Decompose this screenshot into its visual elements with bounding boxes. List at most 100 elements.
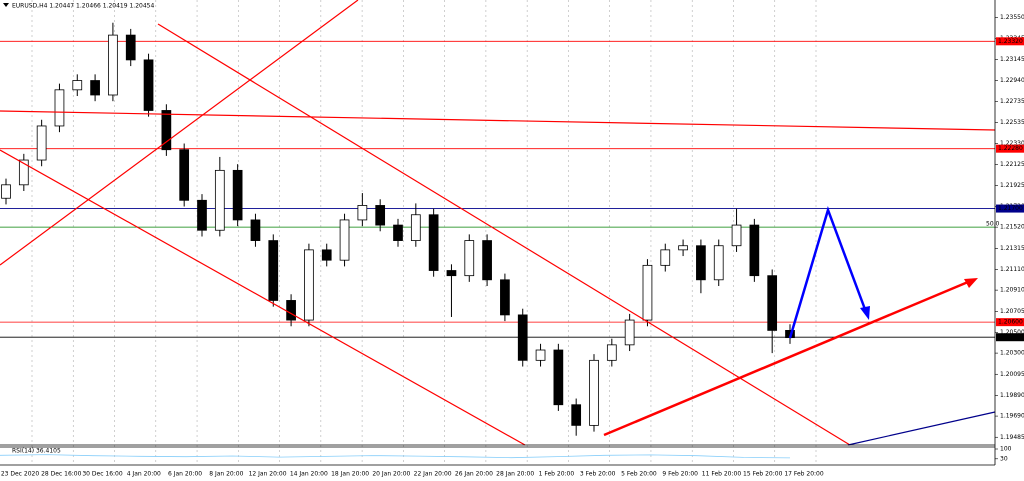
candle-body (286, 300, 296, 321)
level-label: 1.23320 (998, 38, 1023, 45)
candle-body (304, 249, 314, 321)
y-tick-label: 1.22535 (1000, 119, 1024, 126)
x-tick-label: 22 Jan 20:00 (414, 471, 452, 478)
candle-body (339, 219, 350, 261)
candle-body (660, 249, 671, 266)
fibo-label: 50.0 (986, 221, 1000, 228)
candle-body (749, 224, 760, 277)
level-label: 1.20454 (998, 334, 1023, 341)
flat-line (0, 110, 996, 131)
level-label: 1.21700 (998, 205, 1023, 212)
rsi-tick-label: 100 (1000, 446, 1012, 453)
y-tick-label: 1.21315 (1000, 245, 1024, 252)
x-tick-label: 4 Jan 20:00 (127, 471, 161, 478)
y-tick-label: 1.20910 (1000, 287, 1024, 294)
candle-body (375, 205, 386, 226)
y-tick-label: 1.20705 (1000, 308, 1024, 315)
level-label-box (996, 318, 1024, 327)
candle-body (143, 59, 154, 111)
candle-body (731, 224, 742, 247)
candle-body (179, 149, 190, 201)
x-tick-label: 18 Jan 20:00 (331, 471, 369, 478)
candle-body (72, 80, 83, 91)
candle-body (482, 240, 492, 281)
candle-body (357, 205, 368, 221)
trend-lines (0, 0, 996, 446)
x-tick-label: 14 Jan 20:00 (290, 471, 328, 478)
y-tick-label: 1.19485 (1000, 434, 1024, 441)
x-tick-label: 23 Dec 2020 (1, 471, 40, 478)
candle-body (678, 245, 688, 251)
x-tick-label: 5 Feb 20:00 (621, 471, 657, 478)
candle-body (90, 80, 100, 96)
candle-body (767, 275, 778, 331)
x-tick-label: 28 Jan 20:00 (496, 471, 534, 478)
chart-title: EURUSD,H4 1.20447 1.20466 1.20419 1.2045… (12, 3, 154, 10)
level-label-box (996, 204, 1024, 213)
candle-body (321, 249, 332, 261)
candle-body (446, 270, 457, 277)
candle-body (232, 169, 243, 221)
level-label: 1.20600 (998, 319, 1023, 326)
channel-upper (157, 23, 851, 446)
y-tick-label: 1.22125 (1000, 161, 1024, 168)
candle-body (428, 214, 439, 271)
x-tick-label: 6 Jan 20:00 (168, 471, 202, 478)
y-tick-label: 1.20500 (1000, 329, 1024, 336)
candles (1, 22, 795, 436)
red-arrow (603, 280, 969, 437)
candle-body (125, 34, 136, 61)
y-tick-label: 1.21520 (1000, 224, 1024, 231)
candle-body (410, 214, 421, 241)
x-tick-label: 1 Feb 20:00 (539, 471, 575, 478)
y-tick-label: 1.21925 (1000, 182, 1024, 189)
y-tick-label: 1.23550 (1000, 14, 1024, 21)
x-tick-label: 17 Feb 20:00 (784, 471, 824, 478)
level-label-box (996, 37, 1024, 46)
candle-body (517, 314, 528, 361)
level-label-box (996, 144, 1024, 153)
candle-body (268, 240, 279, 301)
red-arrowhead (964, 278, 978, 288)
x-tick-label: 15 Feb 20:00 (743, 471, 783, 478)
candle-body (36, 125, 47, 161)
y-tick-label: 1.23145 (1000, 56, 1024, 63)
candle-body (197, 199, 207, 231)
candle-body (18, 159, 29, 186)
rising-line (0, 0, 359, 266)
candle-body (250, 219, 261, 241)
candle-body (214, 169, 225, 231)
blue-arrowhead (860, 306, 870, 320)
y-tick-label: 1.20095 (1000, 371, 1024, 378)
candle-body (464, 240, 475, 277)
y-tick-label: 1.19890 (1000, 392, 1024, 399)
candle-body (642, 264, 653, 321)
y-tick-label: 1.19690 (1000, 413, 1024, 420)
x-tick-label: 30 Dec 16:00 (82, 471, 123, 478)
candle-body (553, 349, 564, 406)
candle-body (589, 359, 599, 426)
level-label-box (996, 333, 1024, 342)
x-tick-label: 28 Dec 16:00 (41, 471, 82, 478)
x-tick-label: 12 Jan 20:00 (249, 471, 287, 478)
candle-body (624, 319, 635, 346)
candle-body (606, 344, 617, 361)
x-tick-label: 26 Jan 20:00 (455, 471, 493, 478)
x-tick-label: 11 Feb 20:00 (702, 471, 742, 478)
channel-lower (0, 149, 526, 446)
candle-body (571, 404, 582, 426)
y-tick-label: 1.20300 (1000, 350, 1024, 357)
candle-body (161, 110, 172, 151)
y-tick-label: 1.22735 (1000, 98, 1024, 105)
symbol-icon (3, 3, 9, 7)
candle-body (393, 224, 403, 241)
candle-body (535, 349, 546, 361)
candle-body (54, 89, 65, 127)
level-label: 1.22280 (998, 145, 1023, 152)
blue-arrow (788, 206, 868, 339)
y-tick-label: 1.22940 (1000, 77, 1024, 84)
rsi-line (0, 454, 791, 459)
candle-body (1, 184, 11, 199)
x-tick-label: 8 Jan 20:00 (209, 471, 243, 478)
